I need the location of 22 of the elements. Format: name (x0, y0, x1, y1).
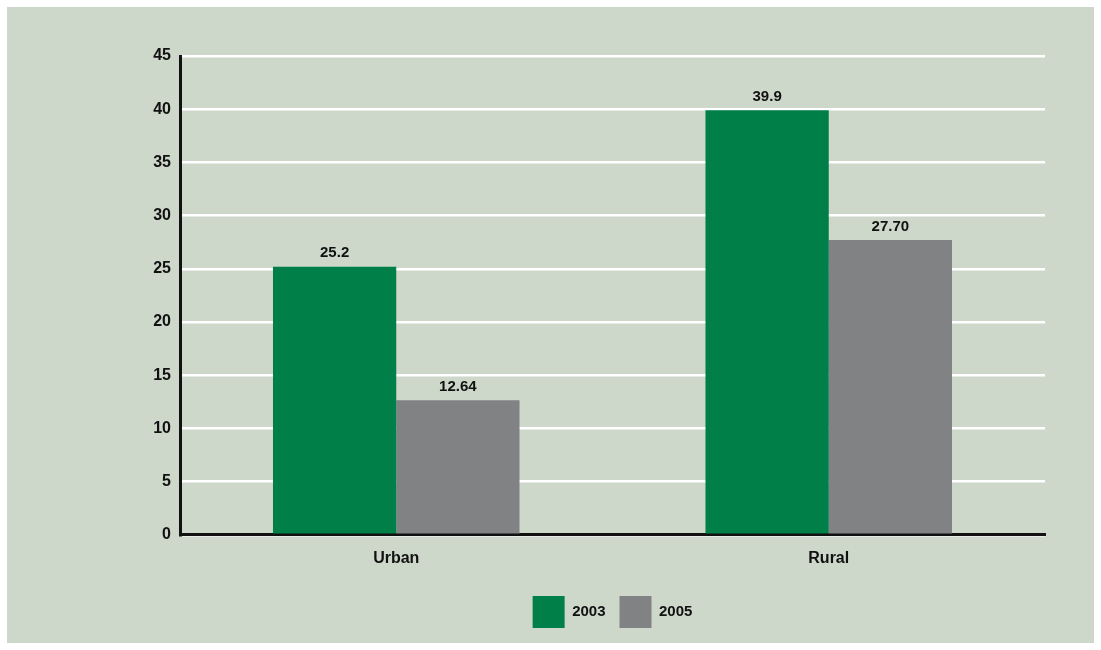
x-tick-label: Urban (373, 548, 420, 566)
legend-label: 2003 (572, 602, 606, 620)
y-tick-label: 20 (153, 312, 172, 330)
y-tick-label: 5 (162, 472, 172, 490)
data-label: 27.70 (871, 216, 910, 234)
data-label: 39.9 (752, 86, 782, 104)
bar (272, 266, 397, 534)
legend-label: 2005 (659, 602, 693, 620)
y-tick-label: 10 (153, 418, 172, 436)
data-label: 12.64 (439, 376, 478, 394)
y-tick-label: 30 (153, 206, 172, 224)
data-label: 25.2 (320, 243, 350, 261)
y-tick-label: 25 (153, 259, 172, 277)
bar (396, 400, 520, 534)
y-tick-label: 35 (153, 152, 172, 170)
bar (705, 110, 829, 534)
y-tick-label: 45 (153, 46, 172, 64)
y-tick-label: 15 (153, 365, 172, 383)
y-tick-label: 40 (153, 99, 172, 117)
bar (828, 240, 953, 534)
y-tick-label: 0 (162, 525, 172, 543)
x-tick-label: Rural (808, 548, 850, 566)
